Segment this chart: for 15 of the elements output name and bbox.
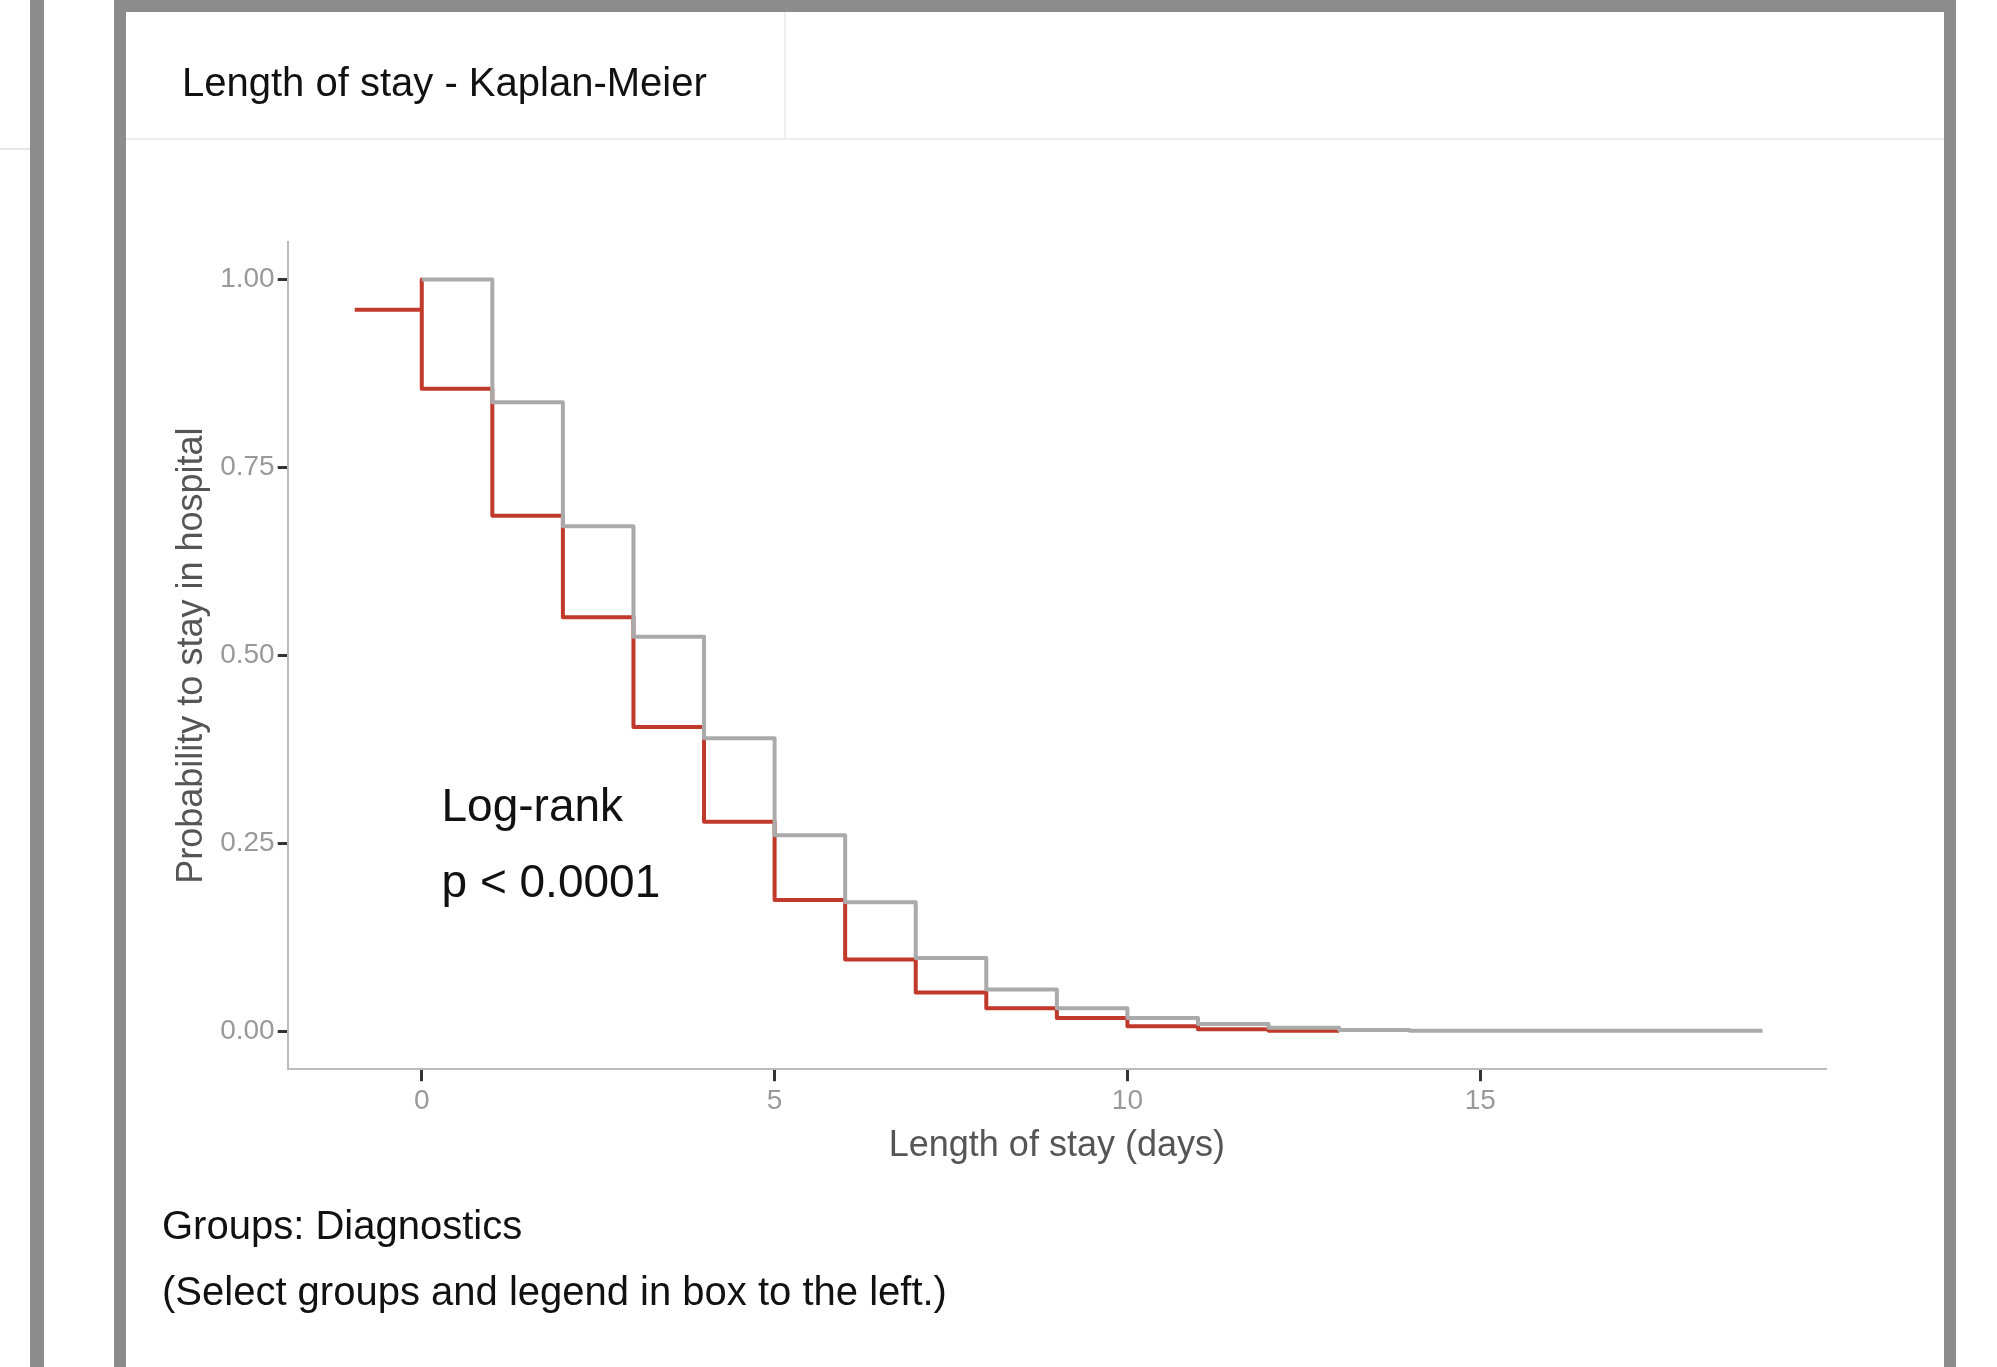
- x-tick-label: 5: [766, 1083, 783, 1115]
- annotation: Log-rank p < 0.0001: [441, 779, 661, 908]
- text: (Select groups and legend in box to the left.): [162, 1268, 947, 1315]
- x-axis-title: Length of stay (days): [888, 1123, 1225, 1165]
- y-tick-label: 1.00: [220, 262, 275, 294]
- x-tick-label: 10: [1111, 1083, 1143, 1115]
- x-tick-label: 0: [413, 1083, 430, 1115]
- y-tick-label: 0.50: [220, 638, 275, 670]
- y-tick-label: 0.25: [220, 826, 275, 858]
- y-axis-title: Probability to stay in hospital: [168, 427, 210, 884]
- text: Groups: Diagnostics: [162, 1202, 524, 1249]
- chart-title: Length of stay - Kaplan-Meier: [182, 60, 707, 105]
- x-tick-label: 15: [1464, 1083, 1496, 1115]
- y-tick-label: 0.00: [220, 1014, 275, 1046]
- y-tick-label: 0.75: [220, 450, 275, 482]
